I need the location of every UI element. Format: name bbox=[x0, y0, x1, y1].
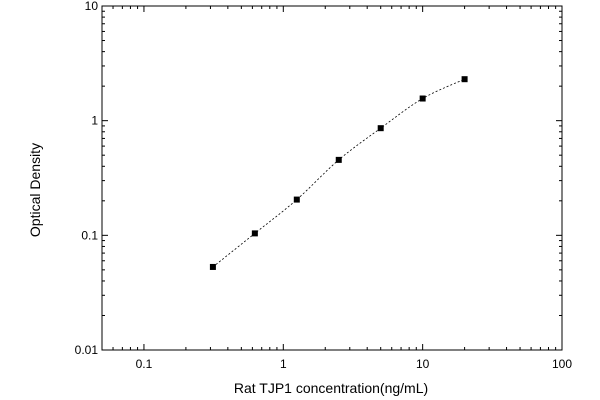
data-point bbox=[335, 156, 342, 163]
x-tick-label: 100 bbox=[552, 357, 572, 371]
y-tick-label: 0.1 bbox=[81, 228, 98, 242]
y-tick-label: 10 bbox=[85, 0, 99, 13]
y-axis-label: Optical Density bbox=[27, 143, 43, 237]
data-point bbox=[293, 196, 300, 203]
data-point bbox=[209, 263, 216, 270]
fit-curve-group bbox=[212, 78, 465, 268]
fit-curve bbox=[212, 78, 465, 268]
data-points bbox=[209, 76, 468, 270]
data-point bbox=[419, 95, 426, 102]
plot-frame bbox=[101, 5, 563, 351]
data-point bbox=[461, 76, 468, 83]
data-point bbox=[251, 230, 258, 237]
x-axis-label: Rat TJP1 concentration(ng/mL) bbox=[234, 380, 428, 396]
data-point bbox=[377, 125, 384, 132]
x-tick-label: 0.1 bbox=[136, 357, 153, 371]
axis-ticks: 0.1 1 10 100 0.01 0.1 1 10 bbox=[75, 0, 573, 371]
axes bbox=[101, 5, 563, 351]
x-tick-label: 1 bbox=[280, 357, 287, 371]
y-tick-label: 1 bbox=[91, 114, 98, 128]
x-tick-label: 10 bbox=[416, 357, 430, 371]
y-tick-label: 0.01 bbox=[75, 343, 99, 357]
